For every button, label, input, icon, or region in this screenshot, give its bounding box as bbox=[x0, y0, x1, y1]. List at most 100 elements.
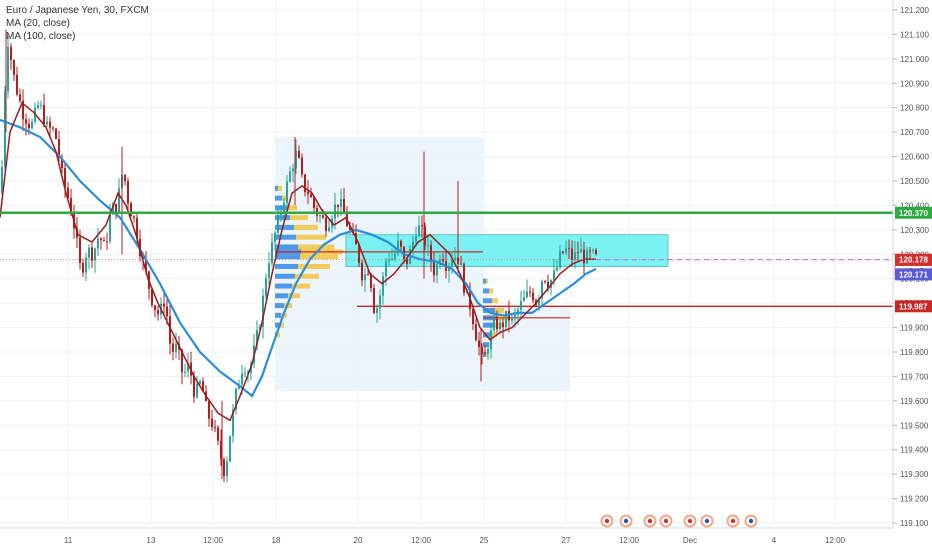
candle-up bbox=[265, 277, 267, 296]
candle-up bbox=[262, 295, 264, 327]
candle-down bbox=[595, 249, 597, 254]
candle-up bbox=[580, 249, 582, 253]
candle-up bbox=[226, 461, 228, 477]
ma20-legend: MA (20, close) bbox=[6, 18, 70, 29]
candle-up bbox=[415, 236, 417, 242]
candle-up bbox=[451, 260, 453, 267]
candle-down bbox=[217, 427, 219, 441]
candle-up bbox=[592, 249, 594, 251]
candle-down bbox=[310, 194, 312, 198]
candle-up bbox=[112, 203, 114, 215]
candle-down bbox=[13, 60, 15, 75]
candle-down bbox=[58, 138, 60, 158]
candle-down bbox=[361, 262, 363, 281]
volume-profile-bar-up bbox=[275, 244, 298, 250]
candle-up bbox=[187, 362, 189, 372]
candle-down bbox=[19, 94, 21, 101]
price-axis-label: 120.300 bbox=[900, 226, 929, 235]
price-axis-label: 119.400 bbox=[900, 446, 929, 455]
candle-up bbox=[412, 241, 414, 249]
candle-down bbox=[481, 346, 483, 354]
candle-down bbox=[430, 245, 432, 263]
volume-profile-bar-up bbox=[275, 283, 292, 289]
candle-up bbox=[289, 171, 291, 182]
candle-down bbox=[325, 217, 327, 232]
time-axis-label: 12:00 bbox=[825, 536, 846, 545]
volume-profile-bar-down bbox=[298, 264, 330, 269]
candle-down bbox=[106, 241, 108, 243]
price-axis-label: 120.500 bbox=[900, 177, 929, 186]
candle-down bbox=[67, 187, 69, 199]
candle-down bbox=[583, 249, 585, 264]
volume-profile-bar-down bbox=[296, 234, 326, 240]
candle-down bbox=[202, 381, 204, 392]
candle-down bbox=[349, 226, 351, 230]
candle-up bbox=[199, 381, 201, 384]
candle-down bbox=[403, 246, 405, 259]
candle-down bbox=[193, 375, 195, 398]
candle-up bbox=[292, 168, 294, 172]
price-axis-label: 121.200 bbox=[900, 6, 929, 15]
candle-down bbox=[70, 198, 72, 215]
volume-profile-bar-up bbox=[275, 273, 295, 279]
candle-down bbox=[49, 121, 51, 128]
candle-up bbox=[505, 310, 507, 328]
candle-up bbox=[364, 274, 366, 281]
candle-down bbox=[91, 247, 93, 261]
candle-up bbox=[376, 308, 378, 313]
candle-up bbox=[274, 232, 276, 242]
volume-profile-bar-up bbox=[483, 332, 492, 338]
event-icon-dot bbox=[687, 518, 693, 524]
ma100-legend: MA (100, close) bbox=[6, 31, 76, 42]
candle-down bbox=[532, 292, 534, 301]
candle-up bbox=[118, 188, 120, 213]
event-icon-dot bbox=[647, 518, 653, 524]
candle-down bbox=[127, 181, 129, 204]
candle-down bbox=[124, 174, 126, 182]
candle-up bbox=[40, 104, 42, 106]
candle-down bbox=[214, 427, 216, 429]
candle-up bbox=[340, 198, 342, 208]
legend: Euro / Japanese Yen, 30, FXCM MA (20, cl… bbox=[6, 4, 149, 43]
candle-down bbox=[307, 192, 309, 195]
candle-up bbox=[499, 322, 501, 330]
candle-up bbox=[46, 121, 48, 125]
candle-down bbox=[115, 203, 117, 213]
candle-up bbox=[514, 314, 516, 318]
volume-profile-bar-down bbox=[298, 244, 334, 250]
candle-up bbox=[556, 267, 558, 271]
candle-down bbox=[133, 216, 135, 218]
volume-profile-bar-down bbox=[486, 278, 488, 284]
candle-up bbox=[7, 46, 9, 92]
time-axis[interactable] bbox=[0, 528, 932, 550]
candle-up bbox=[493, 318, 495, 331]
volume-profile-bar-up bbox=[483, 342, 489, 348]
candle-down bbox=[64, 168, 66, 188]
candle-down bbox=[223, 459, 225, 477]
candle-up bbox=[31, 121, 33, 129]
candle-down bbox=[220, 440, 222, 460]
volume-profile-bar-up bbox=[275, 224, 294, 230]
supply-zone-box[interactable] bbox=[345, 234, 669, 268]
candle-up bbox=[520, 301, 522, 310]
candle-up bbox=[523, 297, 525, 302]
time-axis-label: Dec bbox=[683, 536, 697, 545]
current-price-bg bbox=[895, 253, 932, 266]
candle-up bbox=[295, 150, 297, 169]
support-price: 119.987 bbox=[899, 302, 928, 311]
volume-profile-bar-up bbox=[275, 322, 279, 328]
candle-up bbox=[256, 329, 258, 346]
candle-down bbox=[151, 288, 153, 306]
candle-up bbox=[427, 245, 429, 247]
candle-up bbox=[286, 181, 288, 203]
candle-down bbox=[577, 252, 579, 254]
volume-profile-bar-up bbox=[275, 312, 281, 318]
candle-up bbox=[553, 270, 555, 281]
volume-profile-bar-down bbox=[290, 215, 308, 221]
price-axis-label: 120.600 bbox=[900, 153, 929, 162]
volume-profile-bar-up bbox=[275, 185, 278, 191]
volume-profile-bar-down bbox=[278, 185, 282, 191]
candle-up bbox=[436, 264, 438, 276]
